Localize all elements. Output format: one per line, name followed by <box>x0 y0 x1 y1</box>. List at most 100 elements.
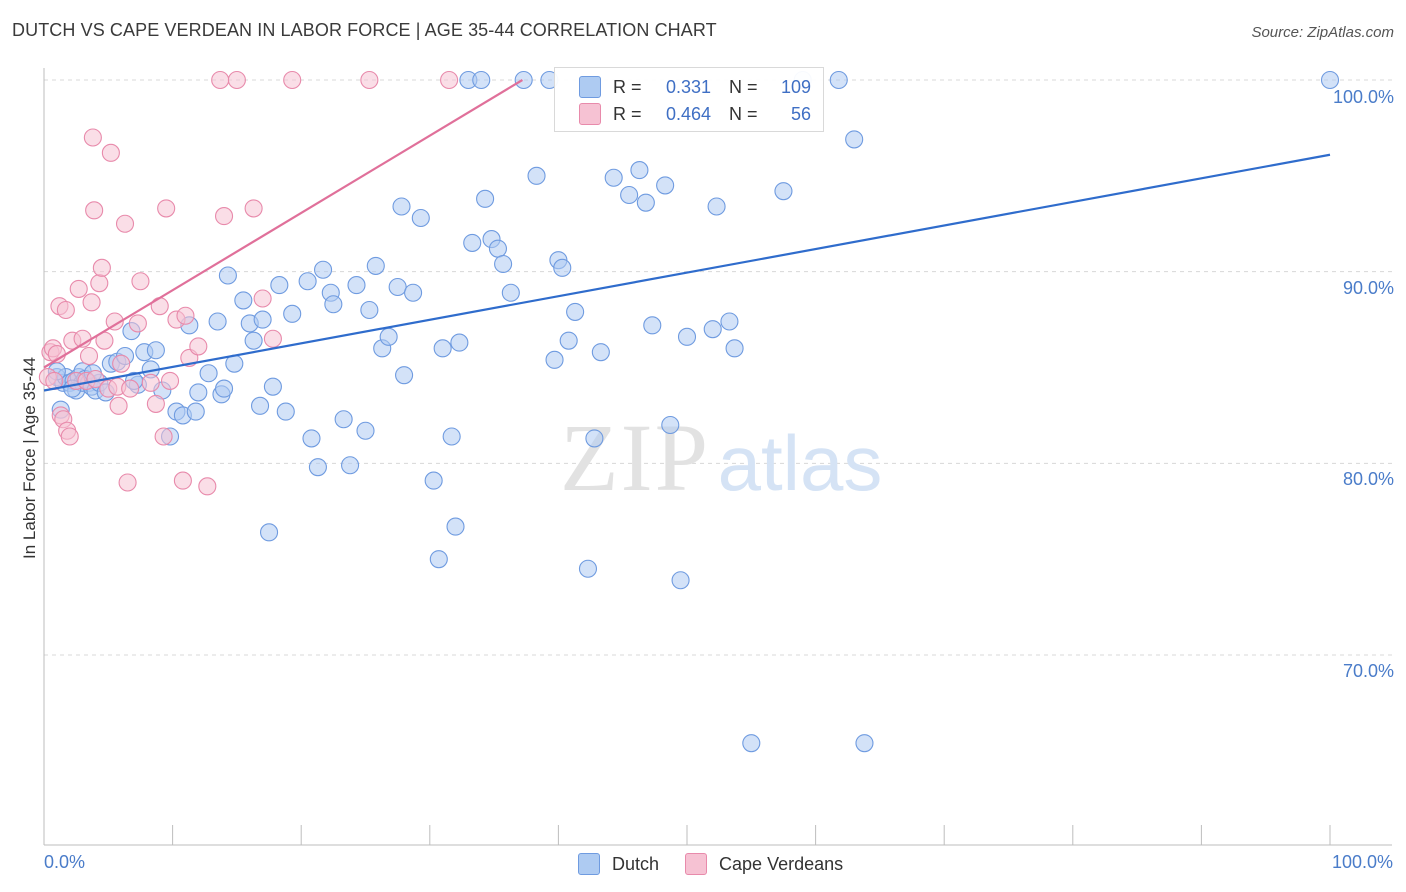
dutch-legend-swatch <box>578 853 600 875</box>
cape-verdeans-r-value: 0.464 <box>665 103 711 124</box>
n-label: N = <box>729 103 758 124</box>
cape-verdeans-point <box>83 128 102 147</box>
dutch-point <box>259 523 279 542</box>
cape-verdeans-point <box>157 199 176 218</box>
dutch-legend-label: Dutch <box>612 853 660 874</box>
dutch-point <box>356 421 375 440</box>
cape-verdeans-legend-label: Cape Verdeans <box>719 853 844 874</box>
watermark-atlas: atlas <box>718 419 883 507</box>
dutch-point <box>208 312 227 331</box>
dutch-r-value: 0.331 <box>665 76 711 97</box>
cape-verdeans-point <box>263 329 282 348</box>
x-tick-label-max: 100.0% <box>1331 852 1393 872</box>
dutch-point <box>395 366 414 385</box>
grid-lines <box>44 79 1392 656</box>
dutch-point <box>250 396 270 415</box>
dutch-point <box>774 182 793 201</box>
cape-verdeans-point <box>69 279 88 298</box>
dutch-point <box>566 302 585 321</box>
cape-verdeans-point <box>176 306 195 325</box>
dutch-point <box>703 320 722 339</box>
cape-verdeans-point <box>141 373 160 392</box>
dutch-point <box>527 166 546 185</box>
dutch-point <box>379 327 398 346</box>
cape-verdeans-point <box>92 258 111 277</box>
dutch-point <box>578 559 598 578</box>
cape-verdeans-point <box>227 70 246 90</box>
dutch-point <box>324 295 343 314</box>
dutch-point <box>591 343 610 362</box>
dutch-point <box>276 402 295 421</box>
legend-item-cape-verdeans[interactable]: Cape Verdeans <box>685 853 843 875</box>
cape-verdeans-point <box>198 477 217 496</box>
cape-verdeans-point <box>440 70 459 90</box>
cape-verdeans-point <box>160 371 180 390</box>
dutch-point <box>298 272 317 291</box>
cape-verdeans-point <box>154 427 173 446</box>
dutch-point <box>186 402 205 421</box>
cape-verdeans-n-value: 56 <box>790 103 811 124</box>
dutch-point <box>360 300 379 320</box>
dutch-point <box>630 161 649 180</box>
dutch-point <box>433 339 452 358</box>
dutch-point <box>707 197 726 216</box>
dutch-point <box>656 176 675 195</box>
axes <box>43 68 1392 846</box>
y-tick-label-70: 70.0% <box>1342 661 1394 681</box>
cape-verdeans-point <box>85 201 104 220</box>
y-tick-label-90: 90.0% <box>1342 278 1394 298</box>
dutch-point <box>189 383 208 402</box>
cape-verdeans-point <box>253 289 272 308</box>
dutch-point <box>514 70 533 90</box>
dutch-point <box>446 517 465 536</box>
dutch-swatch <box>579 76 601 98</box>
dutch-point <box>404 283 423 302</box>
n-label: N = <box>729 76 758 97</box>
cape-verdeans-point <box>128 314 147 333</box>
dutch-point <box>442 427 461 446</box>
r-label: R = <box>613 103 642 124</box>
dutch-point <box>845 130 864 149</box>
dutch-point <box>643 316 662 335</box>
cape-verdeans-point <box>101 143 120 162</box>
stats-legend: R = 0.331 N = 109 R = 0.464 N = 56 <box>554 67 824 132</box>
dutch-point <box>411 208 430 228</box>
cape-verdeans-point <box>56 300 75 320</box>
dutch-point <box>366 256 385 275</box>
dutch-point <box>214 379 234 398</box>
cape-verdeans-point <box>150 297 169 316</box>
cape-verdeans-point <box>109 396 128 415</box>
cape-verdeans-point <box>60 427 79 446</box>
watermark-zip: ZIP <box>560 404 710 511</box>
dutch-point <box>392 197 411 216</box>
dutch-point <box>199 364 218 383</box>
dutch-point <box>501 283 520 302</box>
dutch-point <box>270 276 289 295</box>
dutch-point <box>725 339 744 358</box>
stats-row-cape-verdeans: R = 0.464 N = 56 <box>579 101 811 127</box>
cape-verdeans-point <box>121 379 140 398</box>
cape-verdeans-point <box>173 471 192 490</box>
cape-verdeans-legend-swatch <box>685 853 708 875</box>
dutch-point <box>347 276 366 295</box>
dutch-point <box>494 254 513 274</box>
dutch-point <box>263 377 282 396</box>
cape-verdeans-point <box>131 272 150 291</box>
dutch-point <box>620 185 639 205</box>
cape-verdeans-point <box>90 274 109 293</box>
data-points <box>38 70 1340 753</box>
dutch-point <box>585 429 604 448</box>
dutch-point <box>671 571 690 590</box>
dutch-point <box>283 304 302 323</box>
dutch-point <box>1320 70 1340 90</box>
cape-verdeans-trend-line <box>43 79 523 369</box>
dutch-point <box>424 471 443 490</box>
dutch-point <box>218 266 237 285</box>
trend-lines <box>43 79 1331 392</box>
cape-verdeans-point <box>82 293 101 312</box>
dutch-point <box>604 168 623 187</box>
dutch-point <box>829 70 848 90</box>
dutch-point <box>388 277 407 297</box>
cape-verdeans-point <box>112 354 131 373</box>
legend-item-dutch[interactable]: Dutch <box>578 853 659 875</box>
